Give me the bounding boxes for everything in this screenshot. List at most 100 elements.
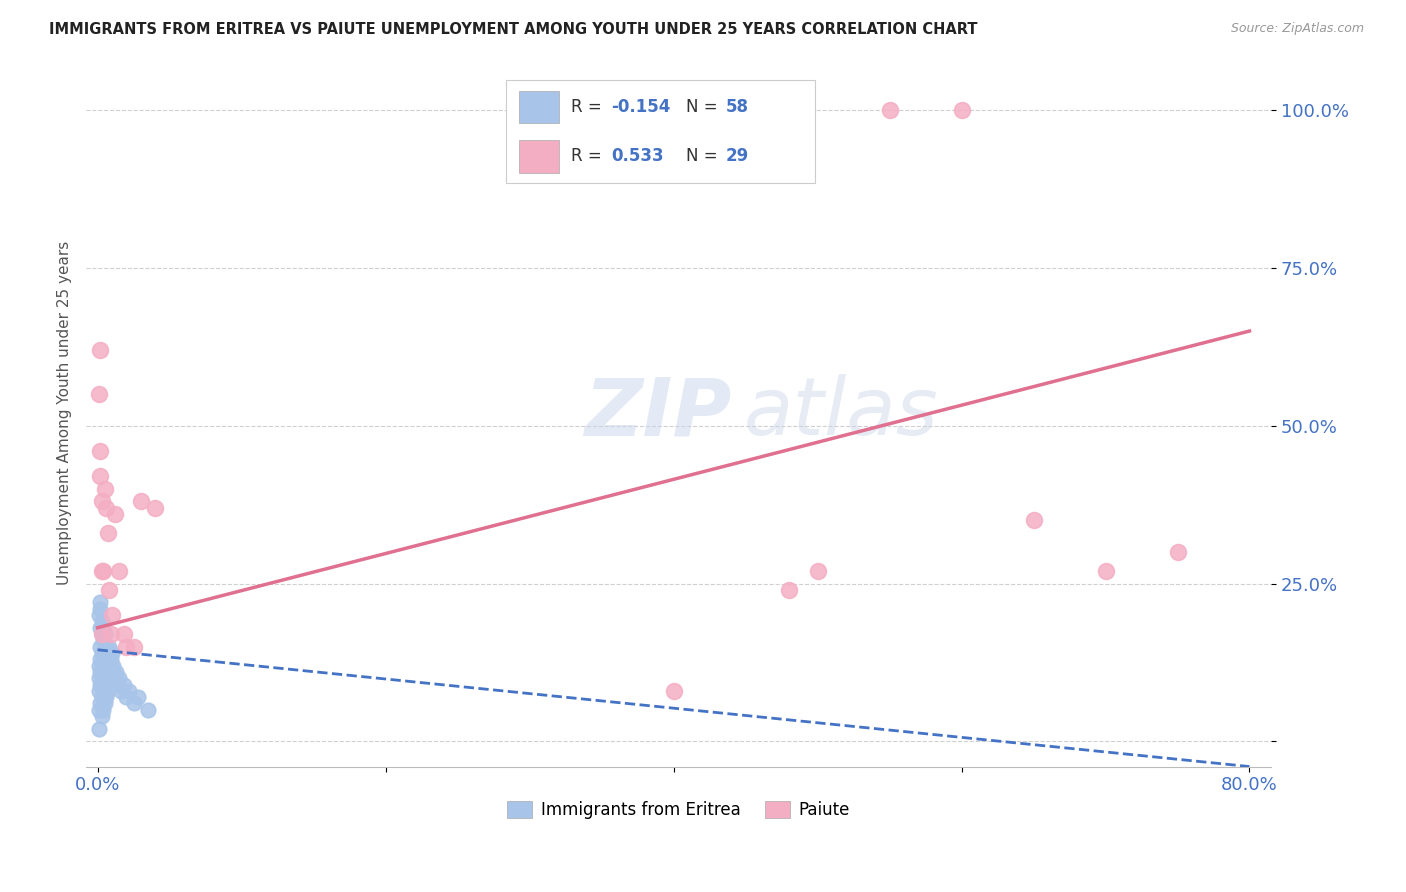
Point xyxy=(89,343,111,357)
Point xyxy=(100,652,122,666)
Point xyxy=(90,564,112,578)
Point xyxy=(87,703,110,717)
Text: 29: 29 xyxy=(725,147,749,165)
Y-axis label: Unemployment Among Youth under 25 years: Unemployment Among Youth under 25 years xyxy=(58,241,72,585)
Point xyxy=(94,482,117,496)
Point xyxy=(662,683,685,698)
Point xyxy=(101,608,124,623)
Text: IMMIGRANTS FROM ERITREA VS PAIUTE UNEMPLOYMENT AMONG YOUTH UNDER 25 YEARS CORREL: IMMIGRANTS FROM ERITREA VS PAIUTE UNEMPL… xyxy=(49,22,977,37)
Point xyxy=(950,103,973,117)
Text: 0.533: 0.533 xyxy=(612,147,664,165)
Point xyxy=(98,582,121,597)
Point xyxy=(90,646,112,660)
Point xyxy=(90,671,112,685)
Point xyxy=(143,500,166,515)
Point xyxy=(112,627,135,641)
Point xyxy=(94,658,117,673)
Point xyxy=(112,677,135,691)
Point xyxy=(115,640,138,654)
Point xyxy=(97,665,120,679)
Point xyxy=(96,500,118,515)
Text: R =: R = xyxy=(571,147,607,165)
Point xyxy=(97,683,120,698)
Point xyxy=(97,526,120,541)
Point xyxy=(87,608,110,623)
Point xyxy=(90,658,112,673)
Point xyxy=(98,658,121,673)
Point xyxy=(90,494,112,508)
Point xyxy=(1166,545,1188,559)
Point xyxy=(778,582,800,597)
Point xyxy=(108,564,131,578)
Text: ZIP: ZIP xyxy=(583,374,731,452)
Point xyxy=(94,677,117,691)
Text: 58: 58 xyxy=(725,98,749,116)
Point xyxy=(96,671,118,685)
Point xyxy=(89,469,111,483)
Point xyxy=(101,646,124,660)
Point xyxy=(89,595,111,609)
Point xyxy=(104,507,127,521)
Point xyxy=(103,658,125,673)
Point xyxy=(100,671,122,685)
Point xyxy=(93,703,115,717)
Point xyxy=(93,652,115,666)
Point xyxy=(93,633,115,648)
Point xyxy=(93,564,115,578)
Point xyxy=(115,690,138,705)
Point xyxy=(87,722,110,736)
Point xyxy=(89,665,111,679)
Text: atlas: atlas xyxy=(744,374,939,452)
Text: Source: ZipAtlas.com: Source: ZipAtlas.com xyxy=(1230,22,1364,36)
FancyBboxPatch shape xyxy=(506,80,815,183)
Point xyxy=(122,640,145,654)
Point xyxy=(89,601,111,615)
Text: N =: N = xyxy=(686,147,723,165)
Point xyxy=(94,697,117,711)
Point xyxy=(93,665,115,679)
Point xyxy=(1022,513,1045,527)
Point xyxy=(122,697,145,711)
Point xyxy=(93,621,115,635)
Point xyxy=(96,640,118,654)
Point xyxy=(87,683,110,698)
Text: N =: N = xyxy=(686,98,723,116)
FancyBboxPatch shape xyxy=(519,91,558,123)
Point xyxy=(89,677,111,691)
Point xyxy=(96,652,118,666)
Point xyxy=(98,677,121,691)
Point xyxy=(96,690,118,705)
FancyBboxPatch shape xyxy=(519,140,558,173)
Point xyxy=(89,640,111,654)
Point xyxy=(94,627,117,641)
Legend: Immigrants from Eritrea, Paiute: Immigrants from Eritrea, Paiute xyxy=(501,794,856,825)
Point xyxy=(90,627,112,641)
Point xyxy=(105,665,128,679)
Point xyxy=(94,646,117,660)
Point xyxy=(110,683,132,698)
Point xyxy=(89,697,111,711)
Point xyxy=(97,646,120,660)
Point xyxy=(127,690,149,705)
Point xyxy=(879,103,901,117)
Point xyxy=(108,671,131,685)
Point xyxy=(90,615,112,629)
Point xyxy=(129,494,152,508)
Point xyxy=(136,703,159,717)
Point xyxy=(87,658,110,673)
Point xyxy=(1094,564,1116,578)
Point xyxy=(89,444,111,458)
Point xyxy=(87,671,110,685)
Point xyxy=(100,627,122,641)
Point xyxy=(806,564,828,578)
Point xyxy=(118,683,141,698)
Point xyxy=(89,652,111,666)
Point xyxy=(87,387,110,401)
Text: R =: R = xyxy=(571,98,607,116)
Text: -0.154: -0.154 xyxy=(612,98,671,116)
Point xyxy=(98,640,121,654)
Point xyxy=(104,671,127,685)
Point xyxy=(89,621,111,635)
Point xyxy=(107,677,129,691)
Point xyxy=(90,627,112,641)
